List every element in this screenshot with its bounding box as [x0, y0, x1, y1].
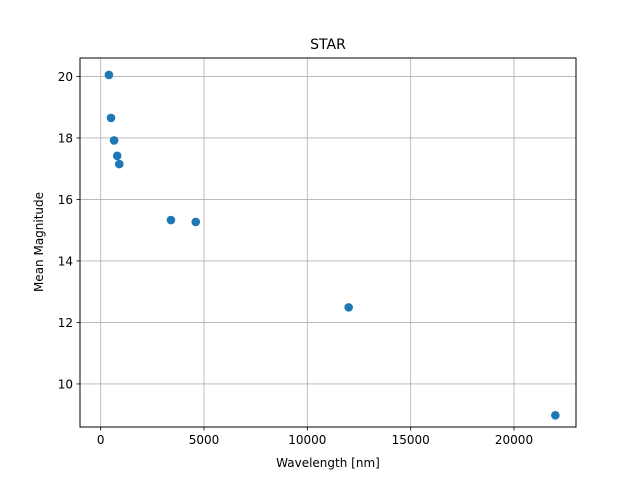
data-points [104, 70, 560, 420]
data-point [191, 217, 201, 227]
plot-frame [79, 57, 577, 428]
y-tick-label: 18 [58, 131, 73, 145]
data-point [166, 215, 176, 225]
y-tick-label: 20 [58, 70, 73, 84]
data-point [106, 113, 116, 123]
y-axis-ticks: 10 12 14 16 18 20 [58, 70, 80, 391]
data-point [112, 151, 122, 161]
x-axis-ticks: 0 5000 10000 15000 20000 [97, 427, 533, 447]
data-point [114, 159, 124, 169]
x-axis-label: Wavelength [nm] [276, 456, 380, 470]
chart-title: STAR [310, 37, 346, 53]
y-axis-label: Mean Magnitude [32, 192, 46, 292]
grid [80, 58, 576, 427]
data-point [104, 70, 114, 80]
y-tick-label: 10 [58, 377, 73, 391]
y-tick-label: 16 [58, 193, 73, 207]
x-tick-label: 10000 [288, 433, 326, 447]
y-tick-label: 12 [58, 316, 73, 330]
data-point [109, 136, 119, 145]
y-tick-label: 14 [58, 254, 73, 268]
x-tick-label: 15000 [392, 433, 430, 447]
x-tick-label: 0 [97, 433, 105, 447]
x-tick-label: 20000 [495, 433, 533, 447]
data-point [344, 303, 353, 312]
x-tick-label: 5000 [189, 433, 220, 447]
data-point [551, 411, 560, 420]
